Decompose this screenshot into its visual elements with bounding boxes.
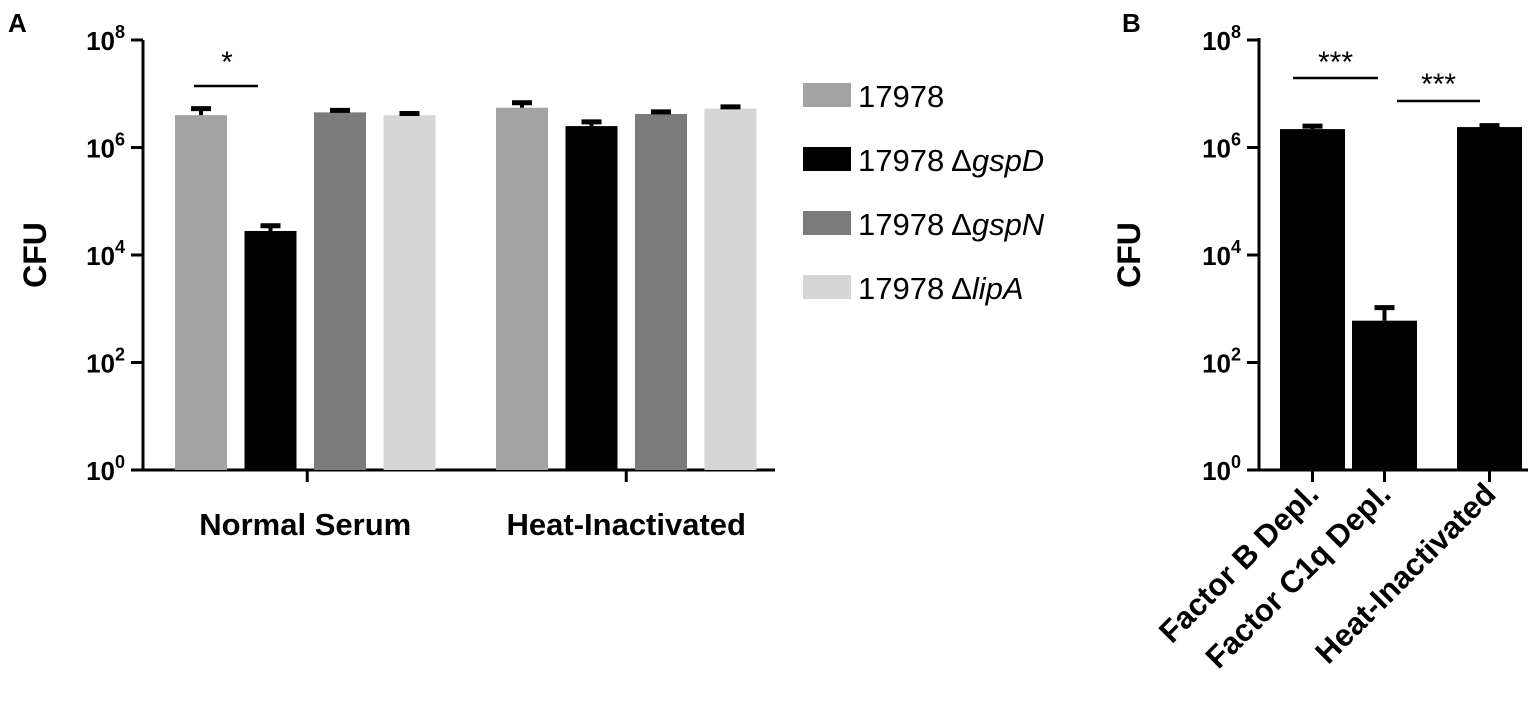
legend-entry: 17978 ΔgspN <box>858 207 1045 242</box>
panel-a-y-tick-label: 108 <box>86 22 125 56</box>
panel-a-y-tick-label: 106 <box>86 130 125 164</box>
panel-a-bar <box>635 114 687 470</box>
panel-a-x-tick-label: Normal Serum <box>199 507 411 542</box>
panel-b-bar <box>1457 127 1522 470</box>
panel-a-bar <box>244 230 297 470</box>
panel-a-legend: 17978 17978 ΔgspD 17978 ΔgspN 17978 ΔlipA <box>803 79 1045 306</box>
panel-b-y-axis-label: CFU <box>1111 222 1147 288</box>
legend-swatch <box>803 275 851 299</box>
panel-a-bar <box>314 112 366 470</box>
panel-b-label: B <box>1122 8 1141 38</box>
panel-b-y-tick-label: 104 <box>1202 237 1241 271</box>
panel-a-bar <box>383 115 436 470</box>
panel-b-y-tick-label: 100 <box>1202 452 1241 486</box>
panel-a-bar <box>175 115 227 470</box>
panel-a-x-tick-label: Heat-Inactivated <box>507 507 746 542</box>
significance-marker: *** <box>1318 46 1353 79</box>
panel-a: A CFU 100 102 104 106 108 Normal Serum Heat-I… <box>8 8 1045 542</box>
legend-entry: 17978 <box>858 79 944 114</box>
panel-b-y-tick-label: 102 <box>1202 345 1241 379</box>
panel-a-y-tick-label: 104 <box>86 237 125 271</box>
panel-a-label: A <box>8 8 27 38</box>
panel-b-bar <box>1352 320 1417 470</box>
panel-a-bar <box>704 108 757 470</box>
panel-a-y-tick-label: 102 <box>86 345 125 379</box>
legend-swatch <box>803 211 851 235</box>
significance-marker: *** <box>1421 68 1456 101</box>
panel-a-bar <box>565 126 618 471</box>
panel-a-y-tick-label: 100 <box>86 452 125 486</box>
legend-swatch <box>803 147 851 171</box>
panel-b-x-tick-label: Heat-Inactivated <box>1308 476 1502 670</box>
significance-marker: * <box>221 46 233 79</box>
panel-a-bar <box>496 107 548 470</box>
legend-swatch <box>803 83 851 107</box>
panel-b-y-tick-label: 106 <box>1202 130 1241 164</box>
legend-entry: 17978 ΔgspD <box>858 143 1044 178</box>
legend-entry: 17978 ΔlipA <box>858 271 1024 306</box>
panel-b-y-tick-label: 108 <box>1202 22 1241 56</box>
panel-a-y-axis-label: CFU <box>17 222 53 288</box>
panel-b-bar <box>1280 129 1345 470</box>
